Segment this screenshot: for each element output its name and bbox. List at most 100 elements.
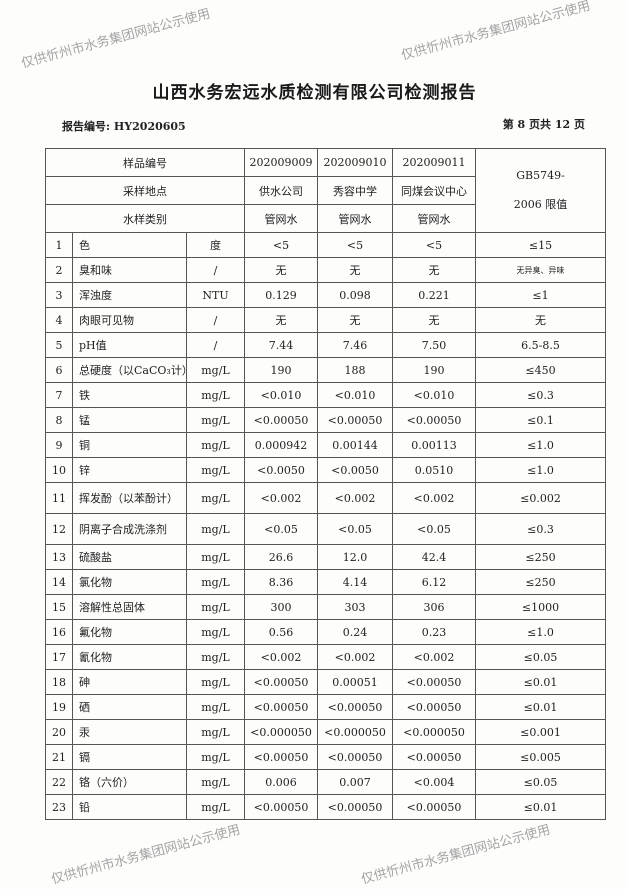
- table-row: 13 硫酸盐 mg/L 26.6 12.0 42.4 ≤250: [45, 544, 606, 570]
- unit: mg/L: [186, 544, 245, 570]
- unit: mg/L: [186, 482, 245, 514]
- unit: /: [186, 307, 245, 333]
- result-value: 0.24: [317, 619, 393, 645]
- unit: NTU: [186, 282, 245, 308]
- result-value: 190: [244, 357, 318, 383]
- parameter-name: 氰化物: [72, 644, 187, 670]
- limit-value: ≤450: [475, 357, 606, 383]
- limit-value: 6.5-8.5: [475, 332, 606, 358]
- table-row: 20 汞 mg/L <0.000050 <0.000050 <0.000050 ≤0.001: [45, 719, 606, 745]
- parameter-name: 硫酸盐: [72, 544, 187, 570]
- table-row: 7 铁 mg/L <0.010 <0.010 <0.010 ≤0.3: [45, 382, 606, 408]
- result-value: 无: [317, 257, 393, 283]
- result-value: 42.4: [392, 544, 476, 570]
- table-row: 1 色度 <5 <5 <5 ≤15: [45, 232, 606, 258]
- limit-value: 无异臭、异味: [475, 257, 606, 283]
- row-number: 1: [45, 232, 73, 258]
- parameter-name: 镉: [72, 744, 187, 770]
- result-value: <0.002: [317, 482, 393, 514]
- row-number: 8: [45, 407, 73, 433]
- result-value: 0.56: [244, 619, 318, 645]
- parameter-name: 阴离子合成洗涤剂: [72, 513, 187, 545]
- row-number: 2: [45, 257, 73, 283]
- table-row: 15 溶解性总固体 mg/L 300 303 306 ≤1000: [45, 594, 606, 620]
- parameter-name: 色: [72, 232, 187, 258]
- parameter-name: 铅: [72, 794, 187, 820]
- unit: mg/L: [186, 694, 245, 720]
- result-value: 303: [317, 594, 393, 620]
- row-number: 16: [45, 619, 73, 645]
- sample-type: 管网水: [244, 204, 318, 233]
- result-value: 7.44: [244, 332, 318, 358]
- table-row: 19 硒 mg/L <0.00050 <0.00050 <0.00050 ≤0.01: [45, 694, 606, 720]
- parameter-name: 铁: [72, 382, 187, 408]
- parameter-name: 锰: [72, 407, 187, 433]
- result-value: 0.006: [244, 769, 318, 795]
- result-value: 0.00051: [317, 669, 393, 695]
- limit-value: ≤0.002: [475, 482, 606, 514]
- unit: /: [186, 332, 245, 358]
- result-value: <0.00050: [317, 407, 393, 433]
- limit-value: ≤1000: [475, 594, 606, 620]
- result-value: <0.00050: [392, 794, 476, 820]
- row-number: 20: [45, 719, 73, 745]
- sample-no-label: 样品编号: [45, 148, 245, 177]
- unit: mg/L: [186, 569, 245, 595]
- unit: mg/L: [186, 719, 245, 745]
- table-row: 23 铅 mg/L <0.00050 <0.00050 <0.00050 ≤0.01: [45, 794, 606, 820]
- result-value: <0.0050: [317, 457, 393, 483]
- row-number: 3: [45, 282, 73, 308]
- limit-value: ≤0.01: [475, 694, 606, 720]
- limit-value: ≤1: [475, 282, 606, 308]
- page-info: 第 8 页共 12 页: [502, 118, 585, 131]
- result-value: <0.000050: [244, 719, 318, 745]
- result-value: 300: [244, 594, 318, 620]
- result-value: <0.010: [392, 382, 476, 408]
- result-value: 无: [392, 257, 476, 283]
- unit: mg/L: [186, 644, 245, 670]
- table-row: 22 铬（六价） mg/L 0.006 0.007 <0.004 ≤0.05: [45, 769, 606, 795]
- table-row: 6 总硬度（以CaCO₃计） mg/L 190 188 190 ≤450: [45, 357, 606, 383]
- result-value: <0.00050: [317, 794, 393, 820]
- result-value: 188: [317, 357, 393, 383]
- parameter-name: 臭和味: [72, 257, 187, 283]
- watermark: 仅供忻州市水务集团网站公示使用: [19, 6, 212, 72]
- row-number: 7: [45, 382, 73, 408]
- unit: /: [186, 257, 245, 283]
- sample-no: 202009009: [244, 148, 318, 177]
- parameter-name: 砷: [72, 669, 187, 695]
- results-table: 样品编号 202009009 202009010 202009011 GB574…: [45, 148, 606, 820]
- result-value: <0.002: [244, 482, 318, 514]
- parameter-name: 汞: [72, 719, 187, 745]
- limit-value: 无: [475, 307, 606, 333]
- header-row-sample-no: 样品编号 202009009 202009010 202009011 GB574…: [45, 148, 606, 233]
- result-value: <0.00050: [392, 669, 476, 695]
- result-value: <0.00050: [392, 744, 476, 770]
- result-value: <0.000050: [392, 719, 476, 745]
- result-value: <0.00050: [244, 669, 318, 695]
- result-value: <0.05: [244, 513, 318, 545]
- result-value: 0.0510: [392, 457, 476, 483]
- result-value: 4.14: [317, 569, 393, 595]
- sample-location: 供水公司: [244, 176, 318, 205]
- limit-value: ≤0.05: [475, 644, 606, 670]
- row-number: 23: [45, 794, 73, 820]
- limit-value: ≤250: [475, 544, 606, 570]
- result-value: <0.00050: [244, 794, 318, 820]
- result-value: 无: [244, 257, 318, 283]
- table-row: 5 pH值/7.44 7.46 7.50 6.5-8.5: [45, 332, 606, 358]
- table-row: 14 氯化物 mg/L 8.36 4.14 6.12 ≤250: [45, 569, 606, 595]
- result-value: 7.50: [392, 332, 476, 358]
- parameter-name: 硒: [72, 694, 187, 720]
- unit: mg/L: [186, 619, 245, 645]
- sample-location: 秀容中学: [317, 176, 393, 205]
- parameter-name: 铜: [72, 432, 187, 458]
- type-label: 水样类别: [45, 204, 245, 233]
- result-value: 0.00144: [317, 432, 393, 458]
- parameter-name: 浑浊度: [72, 282, 187, 308]
- sample-no: 202009011: [392, 148, 476, 177]
- row-number: 12: [45, 513, 73, 545]
- parameter-name: 锌: [72, 457, 187, 483]
- result-value: 无: [392, 307, 476, 333]
